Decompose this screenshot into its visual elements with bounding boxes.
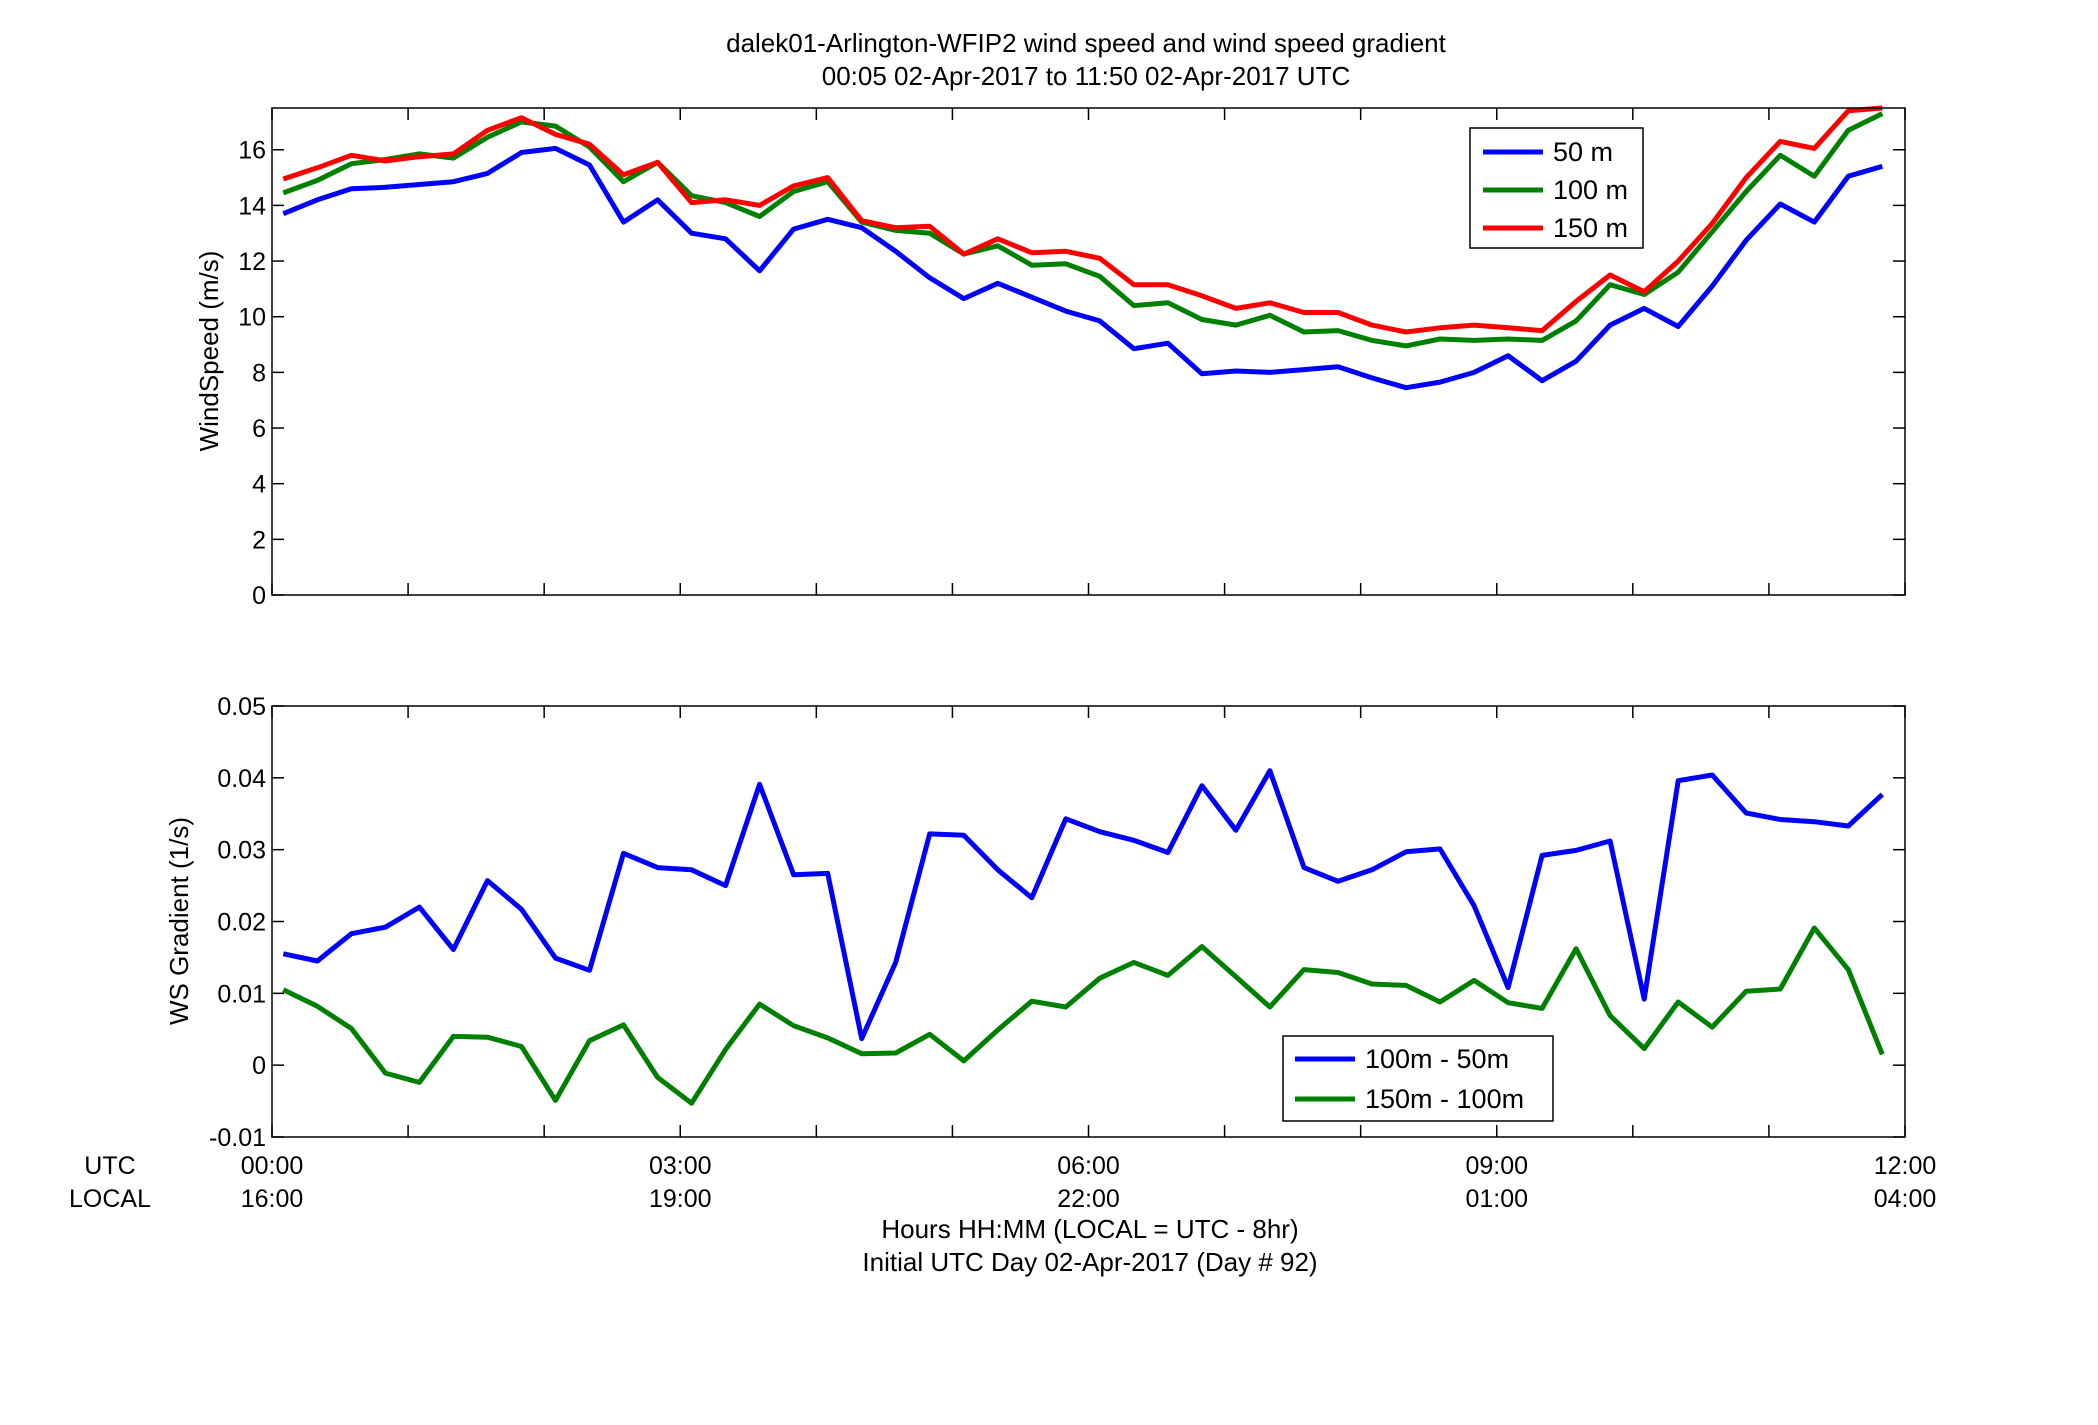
gradient-ticks: -0.01 0 0.01 0.02 0.03 0.04 0.05 xyxy=(209,693,1906,1152)
legend-label-150m: 150 m xyxy=(1553,213,1628,243)
legend-label-50m: 50 m xyxy=(1553,137,1613,167)
wind-speed-lines xyxy=(282,105,1884,391)
wind-speed-ytick-label: 10 xyxy=(238,304,266,332)
gradient-ytick-label: 0.01 xyxy=(217,980,266,1008)
local-tick-label: 04:00 xyxy=(1874,1185,1937,1213)
gradient-axes: -0.01 0 0.01 0.02 0.03 0.04 0.05 WS Gradient (… xyxy=(164,693,1906,1152)
gradient-plot-area xyxy=(272,706,1905,1137)
utc-tick-label: 12:00 xyxy=(1874,1152,1937,1180)
local-tick-label: 01:00 xyxy=(1465,1185,1528,1213)
wind-speed-plot-area xyxy=(272,108,1905,595)
wind-speed-ytick-label: 2 xyxy=(252,526,266,554)
gradient-ytick-label: 0.04 xyxy=(217,765,266,793)
figure-title-line1: dalek01-Arlington-WFIP2 wind speed and w… xyxy=(726,28,1447,58)
gradient-ytick-label: 0.05 xyxy=(217,693,266,721)
legend-label-100m-50m: 100m - 50m xyxy=(1365,1044,1509,1074)
wind-speed-ytick-label: 14 xyxy=(238,192,266,220)
local-row-label: LOCAL xyxy=(69,1185,151,1213)
wind-speed-ytick-label: 8 xyxy=(252,359,266,387)
x-axis-label-line2: Initial UTC Day 02-Apr-2017 (Day # 92) xyxy=(862,1247,1317,1277)
wind-speed-series-line-1 xyxy=(282,111,1884,349)
gradient-series-line-1 xyxy=(282,925,1885,1106)
wind-speed-legend: 50 m 100 m 150 m xyxy=(1469,127,1644,249)
gradient-ylabel: WS Gradient (1/s) xyxy=(164,817,194,1025)
wind-speed-ytick-label: 4 xyxy=(252,471,266,499)
utc-tick-label: 00:00 xyxy=(241,1152,304,1180)
gradient-legend-box xyxy=(1282,1035,1554,1122)
utc-row-label: UTC xyxy=(84,1152,135,1180)
wind-speed-ytick-label: 6 xyxy=(252,415,266,443)
wind-speed-ytick-label: 0 xyxy=(252,582,266,610)
legend-label-100m: 100 m xyxy=(1553,175,1628,205)
local-tick-label: 22:00 xyxy=(1057,1185,1120,1213)
gradient-ytick-label: 0.02 xyxy=(217,909,266,937)
x-tick-labels: 00:00 16:00 03:00 19:00 06:00 22:00 09:00 01:00… xyxy=(241,1152,1937,1213)
gradient-legend: 100m - 50m 150m - 100m xyxy=(1282,1035,1554,1122)
gradient-series-line-0 xyxy=(282,768,1885,1042)
wind-speed-series-line-0 xyxy=(282,145,1883,391)
wind-speed-ticks: 0 2 4 6 8 10 12 14 16 xyxy=(238,108,1906,610)
wind-speed-series-line-2 xyxy=(282,105,1883,335)
gradient-ytick-label: -0.01 xyxy=(209,1124,266,1152)
gradient-ytick-label: 0 xyxy=(252,1052,266,1080)
x-axis-label-line1: Hours HH:MM (LOCAL = UTC - 8hr) xyxy=(881,1214,1298,1244)
wind-speed-ylabel: WindSpeed (m/s) xyxy=(194,251,224,452)
gradient-lines xyxy=(282,768,1885,1106)
utc-tick-label: 03:00 xyxy=(649,1152,712,1180)
wind-speed-ytick-label: 12 xyxy=(238,248,266,276)
gradient-ytick-label: 0.03 xyxy=(217,837,266,865)
figure-title-line2: 00:05 02-Apr-2017 to 11:50 02-Apr-2017 U… xyxy=(822,61,1351,91)
legend-label-150m-100m: 150m - 100m xyxy=(1365,1084,1524,1114)
utc-tick-label: 09:00 xyxy=(1465,1152,1528,1180)
local-tick-label: 19:00 xyxy=(649,1185,712,1213)
wind-speed-ytick-label: 16 xyxy=(238,137,266,165)
wind-speed-axes: 0 2 4 6 8 10 12 14 16 WindSpeed (m/s) 50 m 100 m… xyxy=(194,105,1906,610)
local-tick-label: 16:00 xyxy=(241,1185,304,1213)
utc-tick-label: 06:00 xyxy=(1057,1152,1120,1180)
